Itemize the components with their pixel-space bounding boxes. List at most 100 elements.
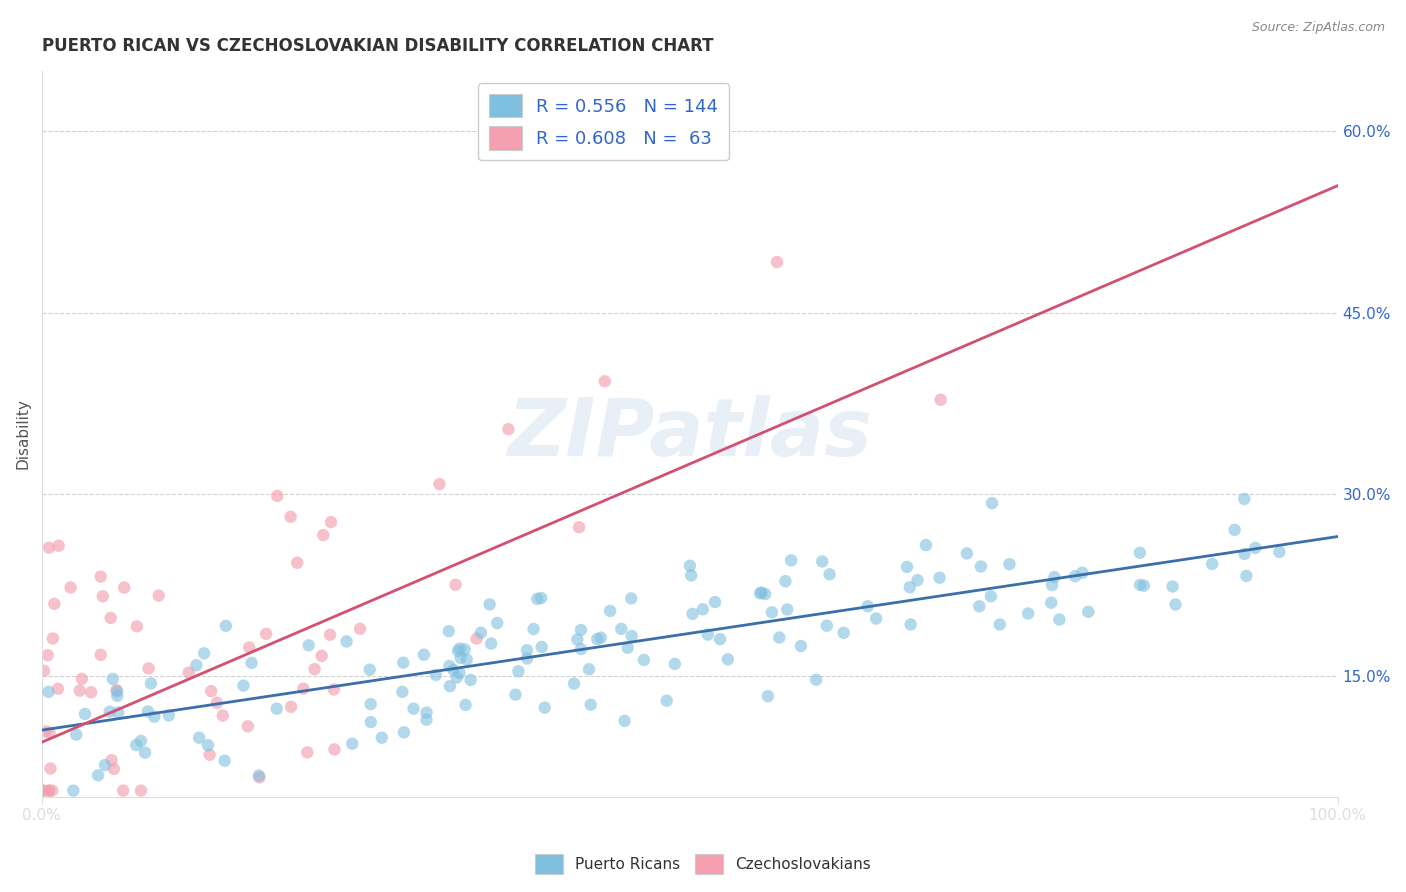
Point	[486, 615, 509, 630]
Point	[37, 648, 59, 662]
Point	[460, 673, 482, 687]
Legend: Puerto Ricans, Czechoslovakians: Puerto Ricans, Czechoslovakians	[529, 848, 877, 880]
Point	[865, 611, 887, 625]
Point	[112, 783, 135, 797]
Point	[38, 725, 60, 739]
Point	[1133, 579, 1156, 593]
Point	[1129, 546, 1152, 560]
Point	[1077, 605, 1099, 619]
Point	[956, 546, 979, 560]
Point	[205, 696, 228, 710]
Point	[682, 607, 704, 621]
Point	[449, 665, 471, 680]
Point	[749, 586, 772, 600]
Point	[319, 515, 342, 529]
Point	[915, 538, 938, 552]
Point	[568, 520, 591, 534]
Point	[215, 619, 238, 633]
Point	[280, 509, 302, 524]
Point	[1043, 570, 1066, 584]
Point	[392, 725, 415, 739]
Point	[198, 747, 221, 762]
Point	[186, 658, 208, 673]
Point	[446, 671, 468, 685]
Point	[928, 571, 950, 585]
Point	[94, 758, 117, 772]
Point	[717, 652, 740, 666]
Point	[811, 554, 834, 568]
Point	[32, 783, 55, 797]
Point	[815, 618, 838, 632]
Point	[148, 589, 170, 603]
Point	[266, 489, 288, 503]
Point	[298, 638, 321, 652]
Point	[247, 769, 270, 783]
Text: PUERTO RICAN VS CZECHOSLOVAKIAN DISABILITY CORRELATION CHART: PUERTO RICAN VS CZECHOSLOVAKIAN DISABILI…	[42, 37, 713, 55]
Point	[134, 746, 156, 760]
Point	[775, 574, 797, 589]
Point	[898, 580, 921, 594]
Point	[498, 422, 520, 436]
Point	[392, 656, 415, 670]
Point	[692, 602, 714, 616]
Point	[479, 636, 502, 650]
Point	[238, 640, 260, 655]
Point	[751, 585, 773, 599]
Point	[342, 737, 364, 751]
Point	[125, 738, 148, 752]
Point	[1233, 491, 1256, 506]
Point	[616, 640, 638, 655]
Point	[129, 734, 152, 748]
Point	[285, 556, 308, 570]
Point	[465, 632, 488, 646]
Point	[65, 728, 87, 742]
Point	[73, 706, 96, 721]
Point	[664, 657, 686, 671]
Point	[38, 783, 60, 797]
Point	[1040, 578, 1063, 592]
Point	[157, 708, 180, 723]
Point	[103, 762, 125, 776]
Point	[101, 672, 124, 686]
Point	[804, 673, 827, 687]
Point	[323, 742, 346, 756]
Point	[533, 700, 555, 714]
Point	[589, 631, 612, 645]
Point	[87, 768, 110, 782]
Point	[254, 627, 277, 641]
Point	[44, 597, 66, 611]
Point	[578, 662, 600, 676]
Point	[586, 632, 609, 646]
Point	[508, 665, 530, 679]
Point	[48, 539, 70, 553]
Point	[437, 624, 460, 639]
Point	[756, 689, 779, 703]
Point	[1040, 596, 1063, 610]
Point	[280, 699, 302, 714]
Point	[312, 528, 335, 542]
Point	[41, 783, 63, 797]
Point	[371, 731, 394, 745]
Point	[139, 676, 162, 690]
Point	[454, 642, 477, 657]
Point	[177, 665, 200, 680]
Point	[981, 496, 1004, 510]
Point	[249, 770, 271, 784]
Point	[1047, 613, 1070, 627]
Point	[91, 590, 114, 604]
Point	[696, 627, 718, 641]
Point	[32, 664, 55, 678]
Point	[613, 714, 636, 728]
Point	[266, 701, 288, 715]
Point	[562, 676, 585, 690]
Point	[569, 623, 592, 637]
Point	[214, 754, 236, 768]
Point	[90, 648, 112, 662]
Point	[59, 581, 82, 595]
Point	[988, 617, 1011, 632]
Point	[1244, 541, 1267, 555]
Point	[125, 619, 148, 633]
Point	[34, 724, 56, 739]
Point	[790, 639, 813, 653]
Point	[443, 663, 465, 677]
